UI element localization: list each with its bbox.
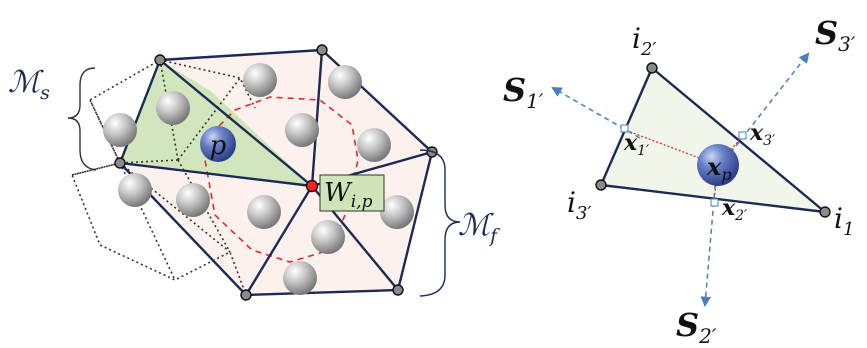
vertex-label-right: i1: [834, 202, 854, 240]
mf-brace: [419, 149, 461, 297]
right-figure: xp i2′ i3′ i1 x1′ x3′ x2′ S1′ S3′ S2′: [503, 14, 856, 348]
triangle-nodes: [595, 62, 831, 218]
mesh-node: [114, 157, 126, 169]
solid-triangle-lower: [120, 60, 312, 186]
mesh-node: [154, 54, 166, 66]
particle-xp: [697, 144, 739, 186]
ms-brace: [67, 67, 97, 171]
left-figure: p Wi,p ℳs ℳf: [8, 44, 500, 301]
mesh-nodes: [114, 44, 438, 301]
particle: [285, 113, 319, 147]
x1-label: x1′: [623, 130, 650, 159]
center-node-red: [305, 179, 319, 193]
s2-arrow: [700, 174, 717, 308]
particle-p: [200, 126, 236, 162]
particle: [243, 63, 277, 97]
mesh-node: [392, 284, 404, 296]
vertex-node-right: [819, 206, 831, 218]
particle: [176, 183, 210, 217]
vertex-label-top: i2′: [632, 22, 657, 60]
right-angle-markers: [620, 124, 747, 207]
s3-arrow: [724, 52, 810, 161]
s1-arrow: [551, 86, 641, 139]
s1-label: S1′: [503, 71, 544, 113]
x2-label: x2′: [721, 195, 748, 224]
weight-label: Wi,p: [324, 178, 373, 212]
particle: [380, 195, 414, 229]
normal-arrows: [551, 52, 810, 308]
particle: [118, 173, 152, 207]
ms-label: ℳs: [8, 65, 50, 104]
particle-p-label: p: [210, 131, 227, 161]
weight-label-box: [319, 174, 385, 212]
mf-label: ℳf: [458, 208, 500, 247]
gray-particles: [103, 63, 414, 295]
vertex-node-top: [646, 62, 658, 74]
xp-label: xp: [706, 152, 732, 184]
mesh-node: [316, 44, 328, 56]
x3-label: x3′: [749, 120, 776, 149]
particle: [357, 128, 391, 162]
particle: [156, 91, 190, 125]
particle: [328, 65, 362, 99]
particle: [247, 195, 281, 229]
vertex-node-left: [595, 179, 607, 191]
vertex-label-left: i3′: [567, 186, 592, 224]
particle: [103, 113, 137, 147]
particle: [283, 261, 317, 295]
s3-label: S3′: [815, 14, 856, 56]
particle: [311, 220, 345, 254]
mesh-node: [240, 289, 252, 301]
s2-label: S2′: [676, 306, 717, 348]
